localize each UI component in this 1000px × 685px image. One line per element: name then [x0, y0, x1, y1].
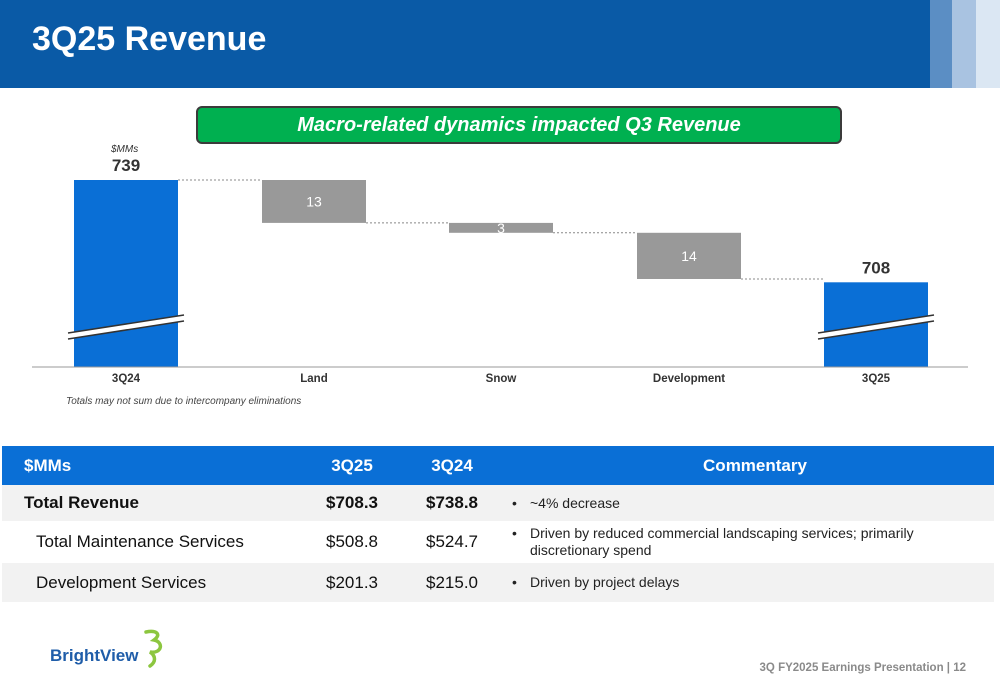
- bullet-mark: •: [512, 525, 517, 541]
- header-stripe: [976, 0, 1000, 88]
- header-stripe: [930, 0, 952, 88]
- x-tick-label: Land: [300, 373, 327, 385]
- footer-text: 3Q FY2025 Earnings Presentation | 12: [759, 662, 966, 674]
- headline-banner: Macro-related dynamics impacted Q3 Reven…: [196, 106, 842, 144]
- value-3q25: $201.3: [326, 572, 378, 592]
- chart-footnote: Totals may not sum due to intercompany e…: [66, 396, 301, 407]
- axis-break-line: [817, 314, 935, 334]
- commentary-bullet: • ~4% decrease: [512, 495, 620, 512]
- axis-break-line: [817, 320, 935, 340]
- data-label: 14: [681, 248, 697, 264]
- row-label: Total Maintenance Services: [36, 532, 244, 551]
- header-bar: 3Q25 Revenue: [0, 0, 1000, 88]
- header-unit: $MMs: [24, 455, 72, 475]
- brightview-logo: BrightView: [48, 628, 178, 672]
- value-3q24: $738.8: [426, 493, 478, 512]
- x-tick-label: 3Q24: [112, 373, 141, 385]
- table-row: Total Revenue $708.3 $738.8 • ~4% decreas…: [2, 485, 994, 521]
- table-header-row: $MMs 3Q25 3Q24 Commentary: [2, 446, 994, 485]
- commentary-text: Driven by project delays: [530, 574, 680, 590]
- commentary-cell: • Driven by reduced commercial landscapin…: [512, 521, 982, 563]
- header-3q24: 3Q24: [431, 455, 473, 475]
- data-label: 708: [862, 258, 890, 277]
- data-label: 3: [497, 220, 505, 236]
- x-tick-label: Snow: [486, 373, 517, 385]
- bullet-mark: •: [512, 574, 517, 590]
- revenue-table: $MMs 3Q25 3Q24 Commentary Total Revenue …: [2, 446, 994, 602]
- bar-snow: [449, 222, 553, 233]
- x-tick-label: Development: [653, 373, 725, 385]
- axis-break: [68, 315, 184, 339]
- bar-development: [637, 232, 741, 279]
- value-3q25: $708.3: [326, 493, 378, 512]
- header-commentary: Commentary: [703, 455, 807, 475]
- commentary-cell: • ~4% decrease: [512, 485, 982, 521]
- header-stripe: [952, 0, 976, 88]
- bar-3q24: [74, 180, 178, 367]
- value-3q24: $215.0: [426, 572, 478, 592]
- row-label: Development Services: [36, 572, 207, 592]
- unit-label: $MMs: [110, 144, 138, 155]
- axis-break-line: [67, 314, 185, 334]
- leaf-icon: [144, 629, 163, 668]
- header-3q25: 3Q25: [331, 455, 373, 475]
- page-title: 3Q25 Revenue: [32, 20, 267, 58]
- data-label: 13: [306, 193, 322, 209]
- axis-break-line: [67, 320, 185, 340]
- data-label: 739: [112, 156, 140, 175]
- commentary-text: Driven by reduced commercial landscaping…: [530, 525, 914, 558]
- logo-wordmark: BrightView: [50, 646, 139, 665]
- row-label: Total Revenue: [24, 493, 139, 512]
- commentary-bullet: • Driven by project delays: [512, 574, 679, 591]
- waterfall-chart: 739 13 3 14 708 3Q24 Land Snow Development 3Q25 $M…: [32, 144, 968, 407]
- table-row: Development Services $201.3 $215.0 • Driv…: [2, 563, 994, 602]
- commentary-text: ~4% decrease: [530, 494, 620, 511]
- value-3q24: $524.7: [426, 532, 478, 551]
- bullet-mark: •: [512, 494, 517, 511]
- x-tick-label: 3Q25: [862, 373, 891, 385]
- axis-break: [818, 315, 934, 339]
- commentary-bullet: • Driven by reduced commercial landscapin…: [512, 525, 982, 559]
- value-3q25: $508.8: [326, 532, 378, 551]
- table-row: Total Maintenance Services $508.8 $524.7…: [2, 521, 994, 563]
- bar-land: [262, 180, 366, 223]
- commentary-cell: • Driven by project delays: [512, 563, 982, 602]
